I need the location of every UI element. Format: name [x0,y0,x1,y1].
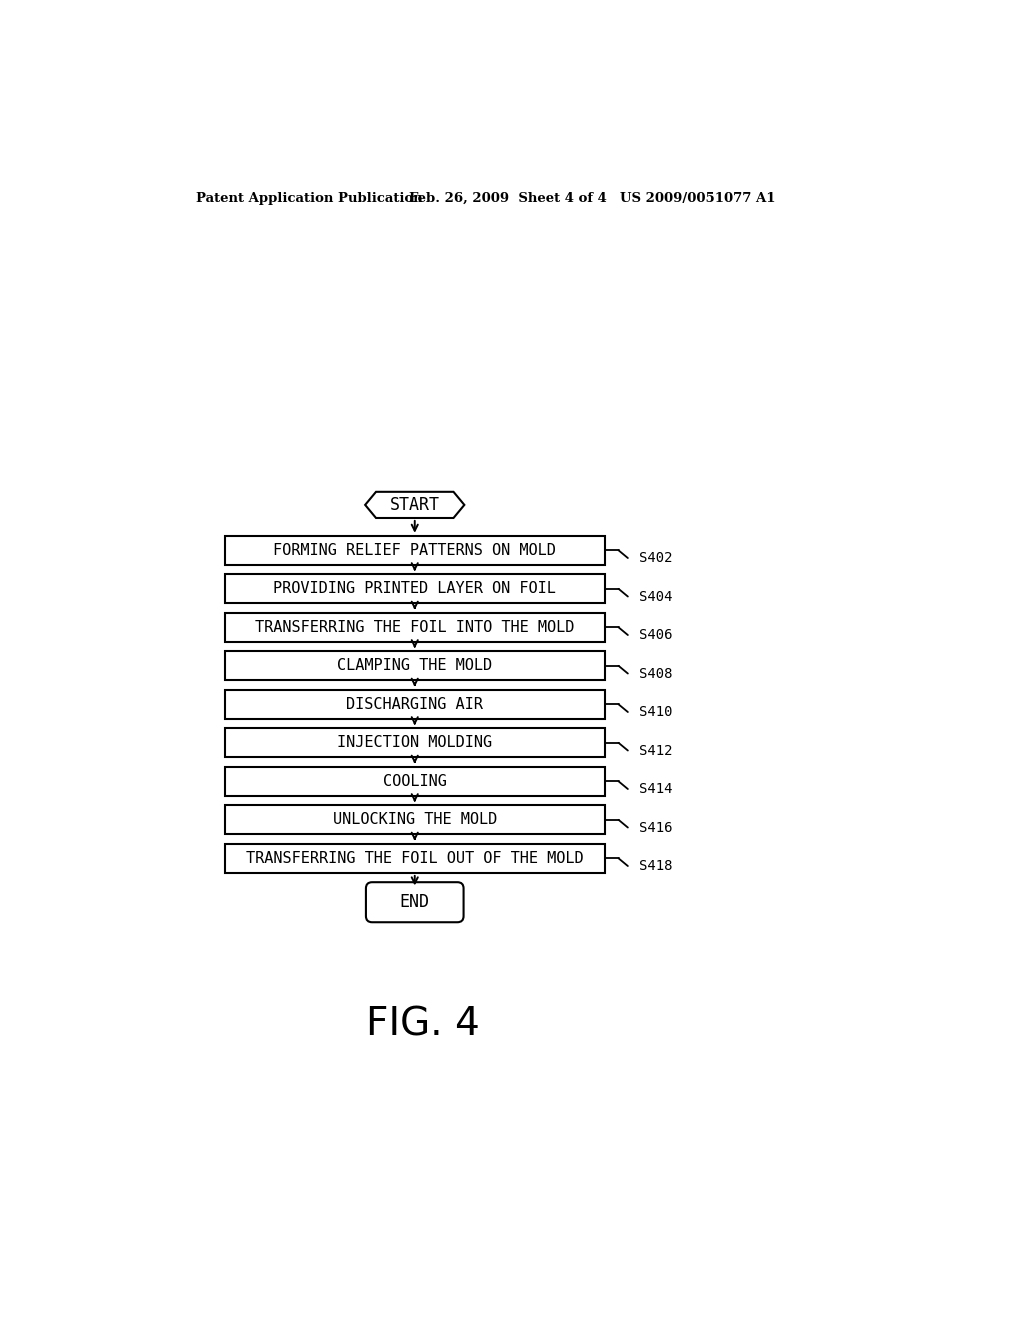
Text: DISCHARGING AIR: DISCHARGING AIR [346,697,483,711]
Bar [225,767,604,796]
Text: S402: S402 [640,550,673,565]
Text: S410: S410 [640,705,673,719]
Text: S416: S416 [640,821,673,834]
Bar [225,843,604,873]
Bar [225,574,604,603]
Text: Feb. 26, 2009  Sheet 4 of 4: Feb. 26, 2009 Sheet 4 of 4 [409,191,606,205]
Text: START: START [390,496,439,513]
Text: FORMING RELIEF PATTERNS ON MOLD: FORMING RELIEF PATTERNS ON MOLD [273,543,556,558]
Text: S418: S418 [640,859,673,873]
Text: CLAMPING THE MOLD: CLAMPING THE MOLD [337,659,493,673]
Text: INJECTION MOLDING: INJECTION MOLDING [337,735,493,750]
Text: S414: S414 [640,781,673,796]
Text: PROVIDING PRINTED LAYER ON FOIL: PROVIDING PRINTED LAYER ON FOIL [273,581,556,597]
Bar [225,805,604,834]
Bar [225,689,604,719]
Text: TRANSFERRING THE FOIL INTO THE MOLD: TRANSFERRING THE FOIL INTO THE MOLD [255,620,574,635]
Text: UNLOCKING THE MOLD: UNLOCKING THE MOLD [333,812,497,828]
Text: FIG. 4: FIG. 4 [366,1006,479,1044]
Text: END: END [399,894,430,911]
Text: COOLING: COOLING [383,774,446,789]
Text: Patent Application Publication: Patent Application Publication [197,191,423,205]
Bar [225,651,604,681]
Text: S406: S406 [640,628,673,642]
Text: TRANSFERRING THE FOIL OUT OF THE MOLD: TRANSFERRING THE FOIL OUT OF THE MOLD [246,851,584,866]
Bar [225,536,604,565]
Text: S408: S408 [640,667,673,681]
Bar [225,729,604,758]
Text: S412: S412 [640,743,673,758]
Bar [225,612,604,642]
Text: US 2009/0051077 A1: US 2009/0051077 A1 [621,191,775,205]
Text: S404: S404 [640,590,673,603]
